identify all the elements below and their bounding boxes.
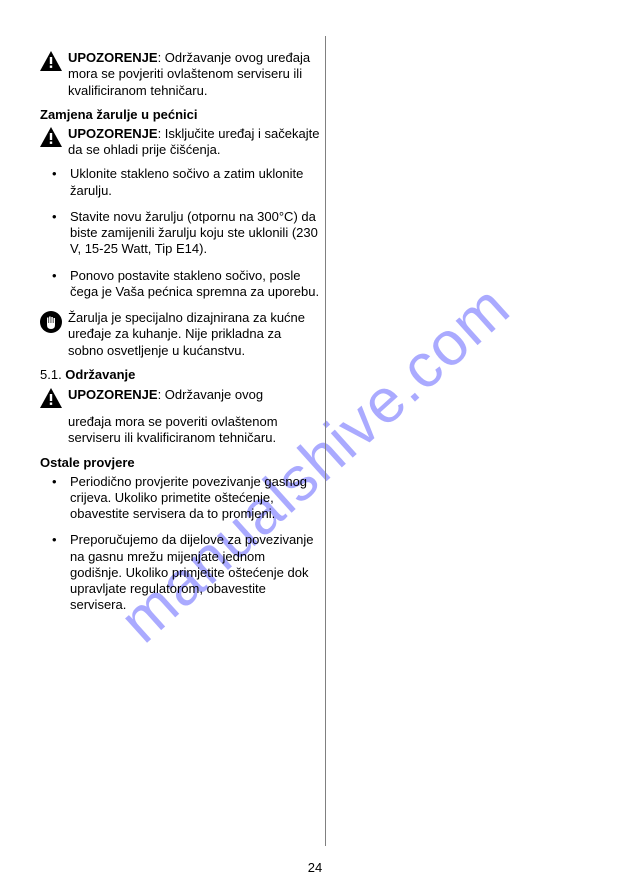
warning-3-cont: uređaja mora se poveriti ovlaštenom serv… (68, 414, 320, 447)
bullet-list-1: Uklonite stakleno sočivo a zatim uklonit… (56, 166, 320, 300)
warning-triangle-icon (40, 388, 62, 408)
warning-triangle-icon (40, 51, 62, 71)
column-divider (325, 36, 326, 846)
list-item: Preporučujemo da dijelove za povezivanje… (56, 532, 320, 613)
warning-block-3: UPOZORENJE: Održavanje ovog uređaja mora… (40, 387, 320, 447)
warning-block-1: UPOZORENJE: Održavanje ovog uređaja mora… (40, 50, 320, 99)
hand-stop-icon (40, 311, 62, 333)
left-column: UPOZORENJE: Održavanje ovog uređaja mora… (40, 50, 320, 614)
list-item: Uklonite stakleno sočivo a zatim uklonit… (56, 166, 320, 199)
heading-other-checks: Ostale provjere (40, 455, 320, 470)
section-5-1-heading: 5.1. Održavanje (40, 367, 320, 383)
hand-note: Žarulja je specijalno dizajnirana za kuć… (40, 310, 320, 359)
page: manualshive.com UPOZORENJE: Održavanje o… (0, 0, 630, 893)
list-item: Stavite novu žarulju (otpornu na 300°C) … (56, 209, 320, 258)
warning-2-text: UPOZORENJE: Isključite uređaj i sačekajt… (68, 126, 320, 159)
heading-bulb-replace: Zamjena žarulje u pećnici (40, 107, 320, 122)
warning-3-text: UPOZORENJE: Održavanje ovog (68, 387, 263, 403)
warning-triangle-icon (40, 127, 62, 147)
page-number: 24 (0, 860, 630, 875)
hand-note-text: Žarulja je specijalno dizajnirana za kuć… (68, 310, 320, 359)
warning-1-text: UPOZORENJE: Održavanje ovog uređaja mora… (68, 50, 320, 99)
list-item: Ponovo postavite stakleno sočivo, posle … (56, 268, 320, 301)
bullet-list-2: Periodično provjerite povezivanje gasnog… (56, 474, 320, 614)
warning-block-2: UPOZORENJE: Isključite uređaj i sačekajt… (40, 126, 320, 159)
list-item: Periodično provjerite povezivanje gasnog… (56, 474, 320, 523)
